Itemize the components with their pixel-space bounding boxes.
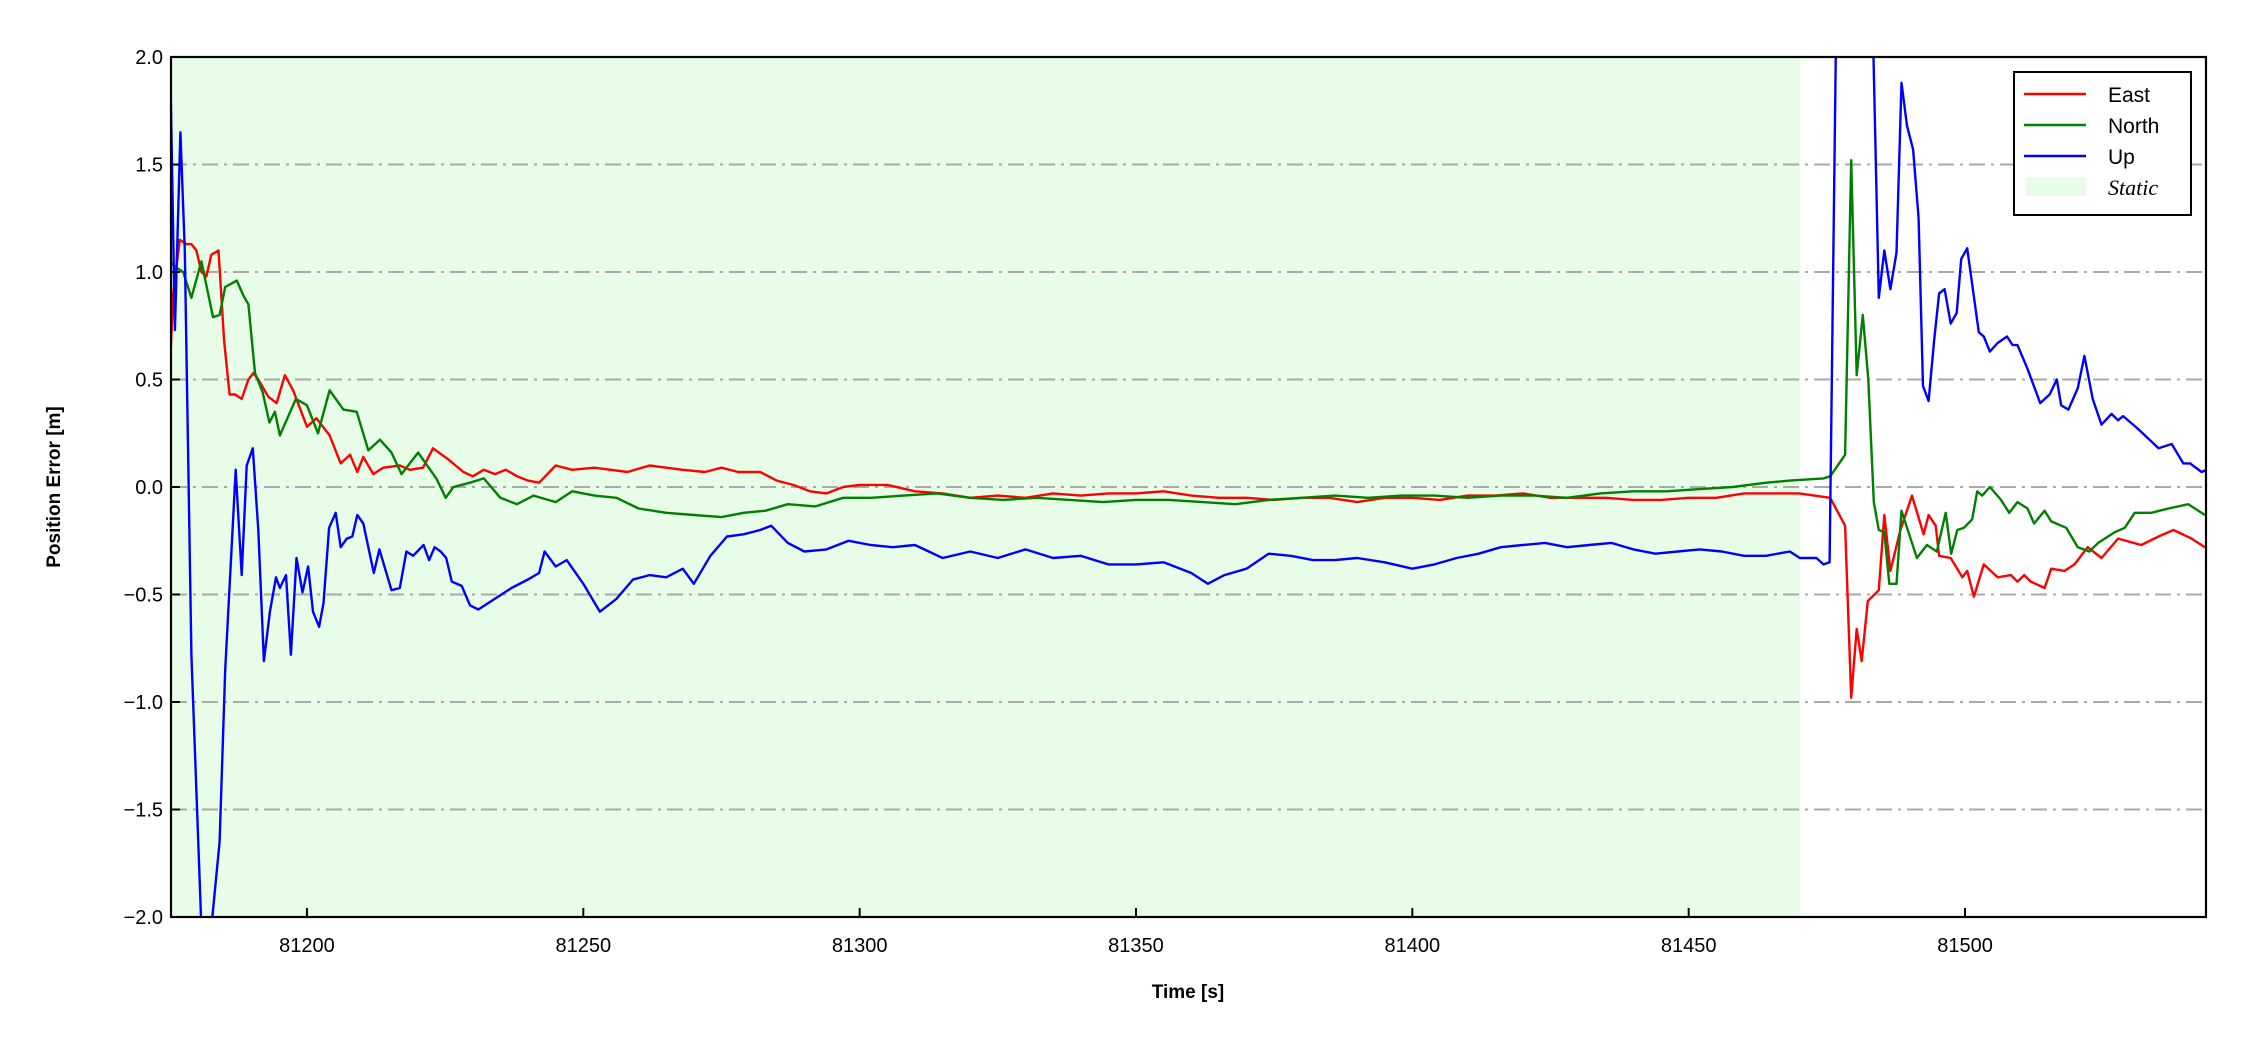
- x-tick-label: 81400: [1385, 935, 1441, 957]
- x-tick-label: 81450: [1661, 935, 1717, 957]
- axis-ticks: −2.0 −1.5 −1.0 −0.5 0.0 0.5 1.0 1.5 2.0 81200 8125…: [124, 47, 1993, 957]
- legend-swatch-static: [2026, 177, 2086, 196]
- legend-label-east: East: [2108, 84, 2150, 107]
- y-tick-label: −1.5: [124, 800, 163, 822]
- x-tick-label: 81300: [832, 935, 888, 957]
- y-tick-label: −2.0: [124, 907, 163, 929]
- x-tick-label: 81200: [279, 935, 335, 957]
- legend: East North Up Static: [2013, 71, 2192, 216]
- series-line-up: [171, 57, 2206, 917]
- x-tick-label: 81250: [555, 935, 611, 957]
- y-axis-label: Position Error [m]: [44, 406, 65, 568]
- y-tick-label: 0.0: [135, 477, 163, 499]
- y-tick-label: 2.0: [135, 47, 163, 69]
- legend-label-north: North: [2108, 115, 2159, 138]
- y-tick-label: −0.5: [124, 585, 163, 607]
- x-axis-label: Time [s]: [1152, 982, 1225, 1003]
- x-tick-label: 81350: [1108, 935, 1164, 957]
- y-tick-label: −1.0: [124, 692, 163, 714]
- y-tick-label: 1.0: [135, 262, 163, 284]
- y-tick-label: 0.5: [135, 370, 163, 392]
- series-line-north: [171, 158, 2206, 585]
- series-line-east: [171, 238, 2206, 699]
- y-tick-label: 1.5: [135, 155, 163, 177]
- x-tick-label: 81500: [1937, 935, 1993, 957]
- legend-label-static: Static: [2108, 175, 2158, 200]
- legend-label-up: Up: [2108, 146, 2135, 169]
- series-lines: [171, 57, 2206, 917]
